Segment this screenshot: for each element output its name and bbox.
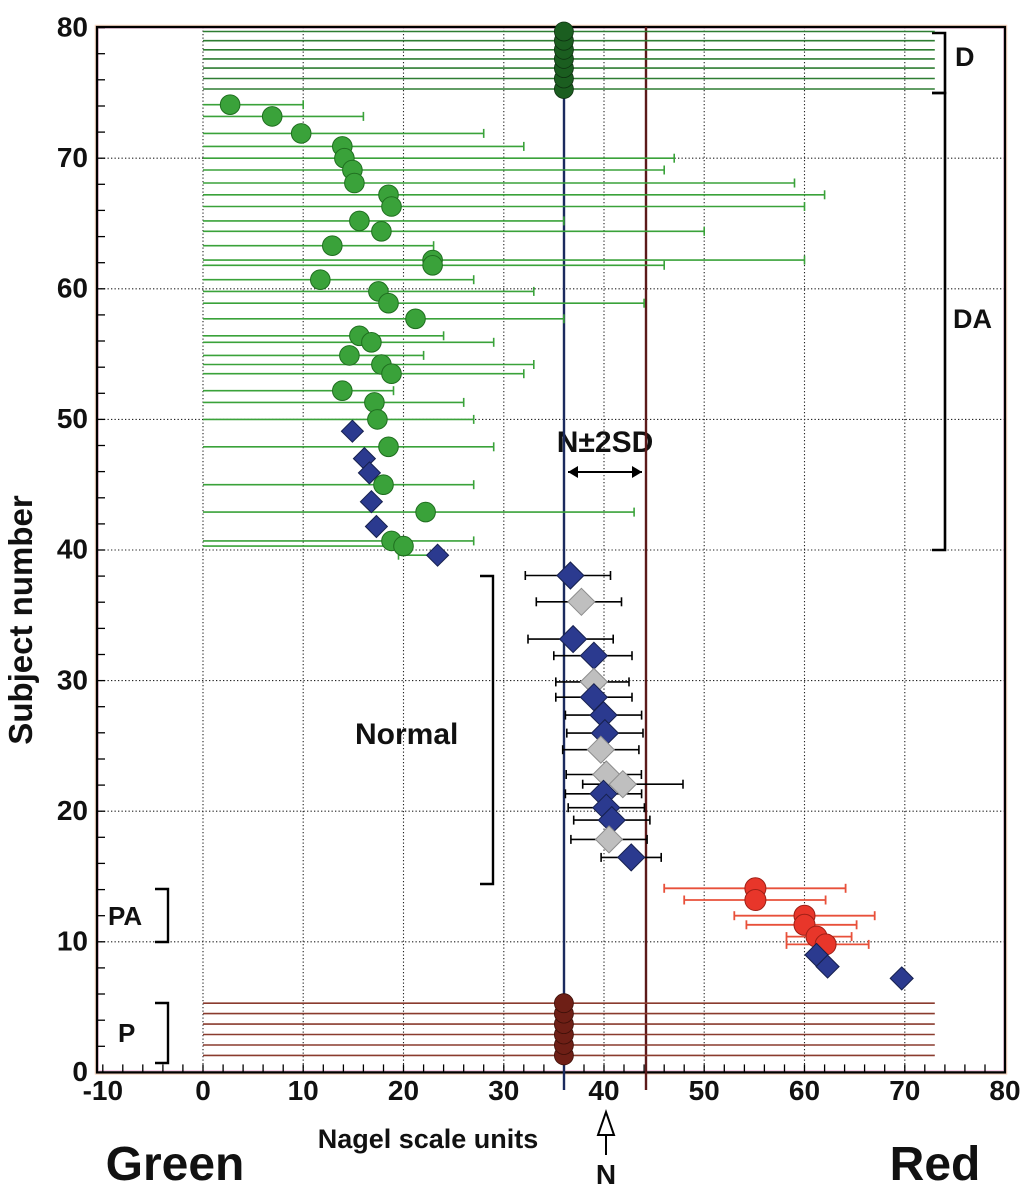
svg-text:80: 80 (989, 1075, 1020, 1106)
svg-text:20: 20 (57, 795, 88, 826)
svg-text:70: 70 (57, 142, 88, 173)
svg-text:10: 10 (288, 1075, 319, 1106)
svg-text:-10: -10 (83, 1075, 123, 1106)
svg-text:PA: PA (108, 901, 142, 931)
svg-text:Normal: Normal (355, 718, 458, 751)
svg-text:40: 40 (588, 1075, 619, 1106)
svg-text:20: 20 (388, 1075, 419, 1106)
svg-text:0: 0 (195, 1075, 211, 1106)
svg-text:40: 40 (57, 534, 88, 565)
svg-text:D: D (955, 42, 975, 72)
svg-text:10: 10 (57, 926, 88, 957)
svg-text:Nagel scale units: Nagel scale units (318, 1124, 539, 1154)
svg-text:60: 60 (57, 273, 88, 304)
svg-text:DA: DA (953, 304, 992, 334)
svg-text:P: P (118, 1018, 135, 1048)
svg-text:80: 80 (57, 11, 88, 42)
svg-text:30: 30 (57, 664, 88, 695)
svg-text:N±2SD: N±2SD (557, 426, 654, 459)
svg-text:60: 60 (789, 1075, 820, 1106)
svg-text:0: 0 (72, 1056, 88, 1087)
svg-text:50: 50 (57, 403, 88, 434)
svg-text:30: 30 (488, 1075, 519, 1106)
svg-text:N: N (596, 1159, 616, 1190)
svg-text:Green: Green (106, 1138, 245, 1191)
svg-text:50: 50 (689, 1075, 720, 1106)
svg-text:Red: Red (890, 1138, 981, 1191)
svg-text:70: 70 (889, 1075, 920, 1106)
svg-text:Subject number: Subject number (2, 495, 39, 745)
